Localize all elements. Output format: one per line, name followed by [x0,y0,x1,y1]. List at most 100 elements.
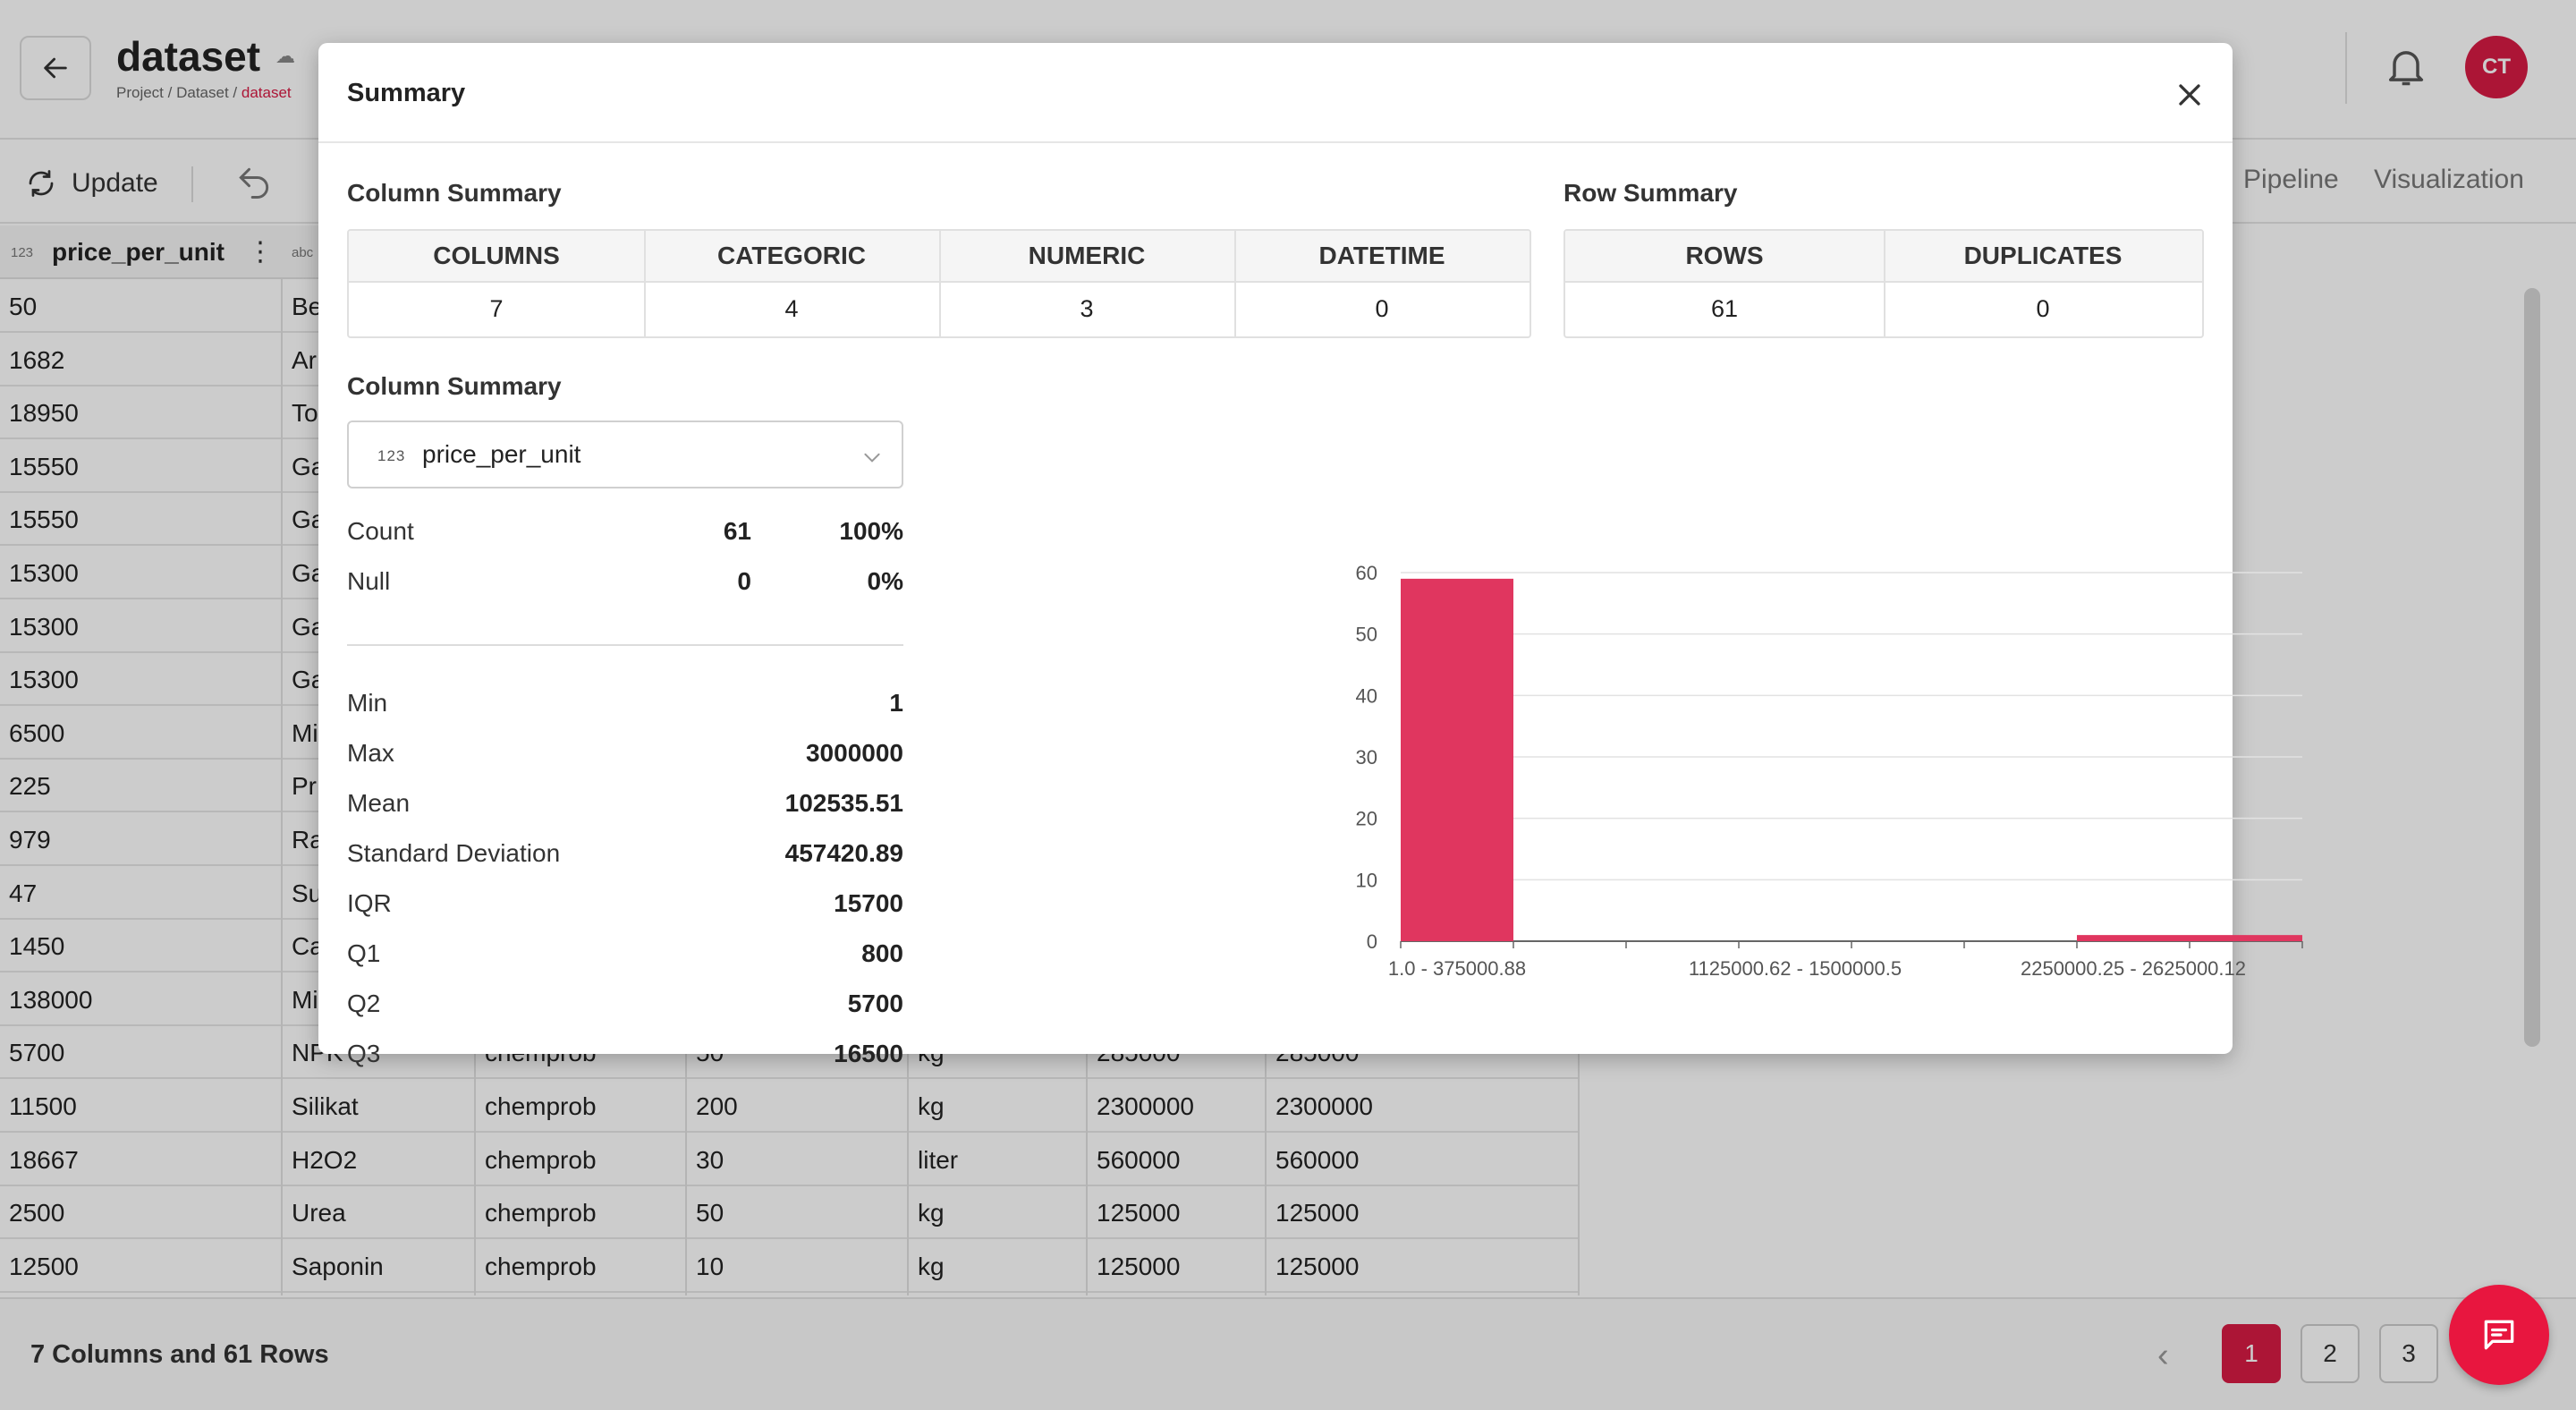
footer: 7 Columns and 61 Rows ‹ 1 2 3 [0,1297,2576,1410]
header-rows: ROWS [1685,242,1764,269]
table-cell: chemprob [485,1252,597,1280]
header-categoric: CATEGORIC [717,242,866,269]
text-type-icon: abc [292,245,314,260]
value-columns: 7 [489,295,504,322]
modal-header: Summary [318,43,2233,143]
stat-q2: Q2 5700 [347,990,903,1025]
bell-icon[interactable] [2383,39,2429,93]
divider [191,166,193,202]
page-button-1[interactable]: 1 [2222,1324,2281,1383]
divider [1884,231,1885,336]
column-menu-icon[interactable]: ⋮ [247,237,274,267]
histogram-bar[interactable] [2077,935,2190,941]
page-button-3[interactable]: 3 [2379,1324,2438,1383]
table-row[interactable]: 12500 Saponin chemprob 10 kg 125000 125000 [0,1239,1580,1293]
update-button[interactable]: Update [25,161,158,206]
histogram-bar[interactable] [2190,935,2302,941]
stat-value: 61 [723,517,751,545]
tab-pipeline[interactable]: Pipeline [2243,165,2339,194]
table-cell: 15300 [9,559,79,587]
stat-label: Q1 [347,939,381,967]
column-summary-heading: Column Summary [347,179,562,207]
table-cell: kg [918,1092,945,1120]
numeric-type-icon: 123 [377,447,406,464]
summary-modal: Summary Column Summary Row Summary COLUM… [318,43,2303,1067]
stat-max: Max 3000000 [347,739,903,775]
x-tick-label: 1125000.62 - 1500000.5 [1689,957,1902,980]
table-cell: chemprob [485,1199,597,1227]
table-cell: 1682 [9,345,65,374]
value-categoric: 4 [784,295,799,322]
table-cell: kg [918,1199,945,1227]
stat-value: 16500 [834,1040,903,1067]
stat-min: Min 1 [347,689,903,725]
header-duplicates: DUPLICATES [1963,242,2123,269]
row-summary-heading: Row Summary [1563,179,1738,207]
close-icon[interactable] [2172,77,2207,113]
table-summary-text: 7 Columns and 61 Rows [30,1340,329,1369]
column-summary-heading-2: Column Summary [347,372,562,400]
table-cell: 979 [9,826,51,854]
stat-null: Null 0 0% [347,567,903,603]
table-cell: chemprob [485,1092,597,1120]
breadcrumb-project[interactable]: Project [116,84,164,101]
scrollbar[interactable] [2524,288,2540,1047]
column-select[interactable]: 123 price_per_unit [347,420,903,488]
stat-label: IQR [347,889,392,917]
y-tick-label: 0 [1367,930,1377,953]
table-cell: 18667 [9,1145,79,1174]
undo-icon[interactable] [234,163,274,202]
tab-visualization[interactable]: Visualization [2374,165,2524,194]
chevron-down-icon [864,453,880,463]
stat-q1: Q1 800 [347,939,903,975]
chevron-left-icon[interactable]: ‹ [2157,1337,2169,1374]
table-cell: 125000 [1275,1252,1360,1280]
header-datetime: DATETIME [1318,242,1445,269]
table-row[interactable]: 18667 H2O2 chemprob 30 liter 560000 560000 [0,1133,1580,1186]
divider [1234,231,1236,336]
table-cell: To [292,399,318,428]
y-tick-label: 60 [1356,562,1377,584]
histogram-bar[interactable] [1401,578,1513,941]
stat-label: Count [347,517,414,545]
update-label: Update [72,168,158,198]
column-divider [281,279,283,1295]
chat-button[interactable] [2449,1285,2549,1385]
table-cell: 15550 [9,505,79,534]
stat-percent: 0% [867,567,903,595]
table-row[interactable]: 11500 Silikat chemprob 200 kg 2300000 2300000 [0,1079,1580,1133]
table-cell: Ra [292,826,324,854]
divider [2345,32,2347,104]
stat-value: 1 [889,689,903,717]
table-cell: Be [292,293,323,320]
page-button-2[interactable]: 2 [2301,1324,2360,1383]
table-cell: Saponin [292,1252,384,1280]
table-cell: 18950 [9,399,79,428]
back-button[interactable] [20,36,91,100]
stat-label: Null [347,567,391,595]
stat-label: Standard Deviation [347,839,561,867]
table-row[interactable]: 2500 Urea chemprob 50 kg 125000 125000 [0,1185,1580,1240]
breadcrumb-dataset[interactable]: Dataset [176,84,229,101]
divider [644,231,646,336]
breadcrumb-current: dataset [241,84,292,101]
divider [939,231,941,336]
table-cell: 15300 [9,612,79,641]
row-summary-table: ROWS DUPLICATES 61 0 [1563,229,2204,338]
x-tick-label: 1.0 - 375000.88 [1388,957,1526,980]
x-tick-label: 2250000.25 - 2625000.12 [2021,957,2246,980]
table-cell: 138000 [9,985,93,1014]
page-title: dataset [116,33,261,80]
stat-value: 102535.51 [784,789,903,817]
numeric-type-icon: 123 [11,245,34,260]
table-cell: Urea [292,1199,346,1227]
stat-value: 457420.89 [784,839,903,867]
table-cell: 560000 [1097,1145,1181,1174]
avatar[interactable]: CT [2465,36,2528,98]
column-header-label[interactable]: price_per_unit [52,238,225,266]
table-cell: 15550 [9,452,79,480]
stat-q3: Q3 16500 [347,1040,903,1075]
header-columns: COLUMNS [433,242,560,269]
table-cell: 2500 [9,1199,65,1227]
y-tick-label: 20 [1356,808,1377,830]
